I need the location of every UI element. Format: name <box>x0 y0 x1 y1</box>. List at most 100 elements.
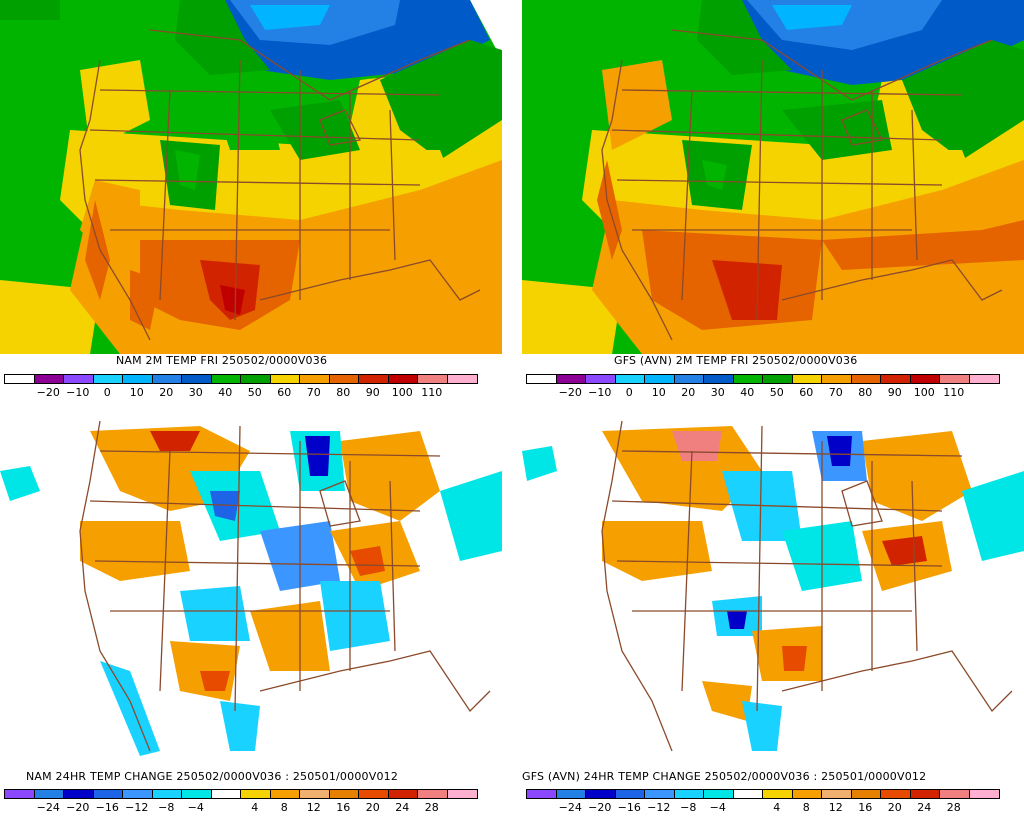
colorbar-swatch <box>733 375 763 383</box>
colorbar-tick-label: 20 <box>681 386 696 399</box>
temperature-colorbar <box>4 374 478 384</box>
colorbar-tick-label: 110 <box>421 386 443 399</box>
colorbar-swatch <box>418 790 448 798</box>
colorbar-labels: −20 −10 0 10 20 30 40 50 60 70 80 90 100 110 <box>526 386 998 400</box>
colorbar-swatch <box>674 375 704 383</box>
colorbar-tick-label: 40 <box>218 386 233 399</box>
colorbar-swatch <box>881 375 911 383</box>
panel-nam-24hr-change: NAM 24HR TEMP CHANGE 250502/0000V036 : 2… <box>0 411 502 819</box>
colorbar-tick-label: 100 <box>391 386 413 399</box>
colorbar-tick-label: −20 <box>36 386 60 399</box>
colorbar-tick-label: 110 <box>943 386 965 399</box>
colorbar-tick-label: 28 <box>424 801 439 814</box>
colorbar-tick-label: 24 <box>395 801 410 814</box>
colorbar-tick-label: 90 <box>887 386 902 399</box>
colorbar-swatch <box>940 375 970 383</box>
colorbar-tick-label: 24 <box>917 801 932 814</box>
colorbar-tick-label: 0 <box>625 386 633 399</box>
map-nam-2m-temp <box>0 0 502 354</box>
colorbar-tick-label: 4 <box>773 801 781 814</box>
colorbar-swatch <box>704 790 734 798</box>
colorbar-swatch <box>64 790 94 798</box>
colorbar-tick-label: −24 <box>558 801 582 814</box>
colorbar-labels: −24 −20 −16 −12 −8 −4 4 8 12 16 20 24 28 <box>526 801 998 815</box>
colorbar-swatch <box>881 790 911 798</box>
colorbar-swatch <box>388 790 418 798</box>
colorbar-tick-label: 28 <box>946 801 961 814</box>
colorbar-tick-label: 50 <box>247 386 262 399</box>
colorbar-swatch <box>270 790 300 798</box>
colorbar-swatch <box>64 375 94 383</box>
colorbar-tick-label: 20 <box>159 386 174 399</box>
colorbar-tick-label: 80 <box>858 386 873 399</box>
panel-title: NAM 2M TEMP FRI 250502/0000V036 <box>116 354 328 367</box>
colorbar-swatch <box>615 375 645 383</box>
colorbar-swatch <box>241 790 271 798</box>
colorbar-swatch <box>270 375 300 383</box>
colorbar-swatch <box>822 790 852 798</box>
panel-nam-2m-temp: NAM 2M TEMP FRI 250502/0000V036 −20 −10 0 1… <box>0 0 502 408</box>
colorbar-swatch <box>34 375 64 383</box>
colorbar-swatch <box>418 375 448 383</box>
colorbar-swatch <box>359 375 389 383</box>
colorbar-swatch <box>241 375 271 383</box>
panel-title: GFS (AVN) 2M TEMP FRI 250502/0000V036 <box>614 354 858 367</box>
map-gfs-2m-temp <box>522 0 1024 354</box>
colorbar-tick-label: −12 <box>647 801 671 814</box>
colorbar-tick-label: −8 <box>158 801 175 814</box>
colorbar-tick-label: 70 <box>306 386 321 399</box>
colorbar-tick-label: −20 <box>66 801 90 814</box>
colorbar-tick-label: 8 <box>280 801 288 814</box>
colorbar-swatch <box>211 790 241 798</box>
colorbar-swatch <box>123 375 153 383</box>
map-gfs-24hr-change <box>522 411 1024 765</box>
colorbar-swatch <box>586 375 616 383</box>
colorbar-swatch <box>447 790 477 798</box>
colorbar-swatch <box>822 375 852 383</box>
colorbar-tick-label: 30 <box>188 386 203 399</box>
colorbar-tick-label: −24 <box>36 801 60 814</box>
colorbar-tick-label: 10 <box>129 386 144 399</box>
colorbar-swatch <box>586 790 616 798</box>
colorbar-swatch <box>93 375 123 383</box>
colorbar-swatch <box>329 790 359 798</box>
colorbar-tick-label: −10 <box>66 386 90 399</box>
colorbar-swatch <box>300 375 330 383</box>
colorbar-tick-label: 80 <box>336 386 351 399</box>
colorbar-swatch <box>674 790 704 798</box>
colorbar-swatch <box>123 790 153 798</box>
colorbar-swatch <box>34 790 64 798</box>
colorbar-tick-label: 8 <box>802 801 810 814</box>
colorbar-tick-label: 16 <box>336 801 351 814</box>
colorbar-labels: −24 −20 −16 −12 −8 −4 4 8 12 16 20 24 28 <box>4 801 476 815</box>
colorbar-swatch <box>556 375 586 383</box>
colorbar-swatch <box>645 790 675 798</box>
colorbar-tick-label: −20 <box>558 386 582 399</box>
colorbar-tick-label: −16 <box>617 801 641 814</box>
colorbar-swatch <box>792 790 822 798</box>
colorbar-swatch <box>93 790 123 798</box>
colorbar-swatch <box>182 790 212 798</box>
colorbar-swatch <box>5 790 35 798</box>
colorbar-labels: −20 −10 0 10 20 30 40 50 60 70 80 90 100 110 <box>4 386 476 400</box>
colorbar-swatch <box>851 790 881 798</box>
temperature-colorbar <box>526 374 1000 384</box>
colorbar-tick-label: 12 <box>828 801 843 814</box>
colorbar-tick-label: 50 <box>769 386 784 399</box>
colorbar-swatch <box>5 375 35 383</box>
colorbar-tick-label: 12 <box>306 801 321 814</box>
colorbar-tick-label: −20 <box>588 801 612 814</box>
colorbar-tick-label: 20 <box>365 801 380 814</box>
colorbar-swatch <box>152 375 182 383</box>
colorbar-swatch <box>152 790 182 798</box>
panel-title: GFS (AVN) 24HR TEMP CHANGE 250502/0000V0… <box>522 770 927 783</box>
colorbar-swatch <box>556 790 586 798</box>
colorbar-tick-label: 90 <box>365 386 380 399</box>
panel-gfs-24hr-change: GFS (AVN) 24HR TEMP CHANGE 250502/0000V0… <box>522 411 1024 819</box>
colorbar-swatch <box>763 375 793 383</box>
map-nam-24hr-change <box>0 411 502 765</box>
colorbar-tick-label: −16 <box>95 801 119 814</box>
colorbar-swatch <box>645 375 675 383</box>
colorbar-tick-label: −8 <box>680 801 697 814</box>
colorbar-swatch <box>527 790 557 798</box>
